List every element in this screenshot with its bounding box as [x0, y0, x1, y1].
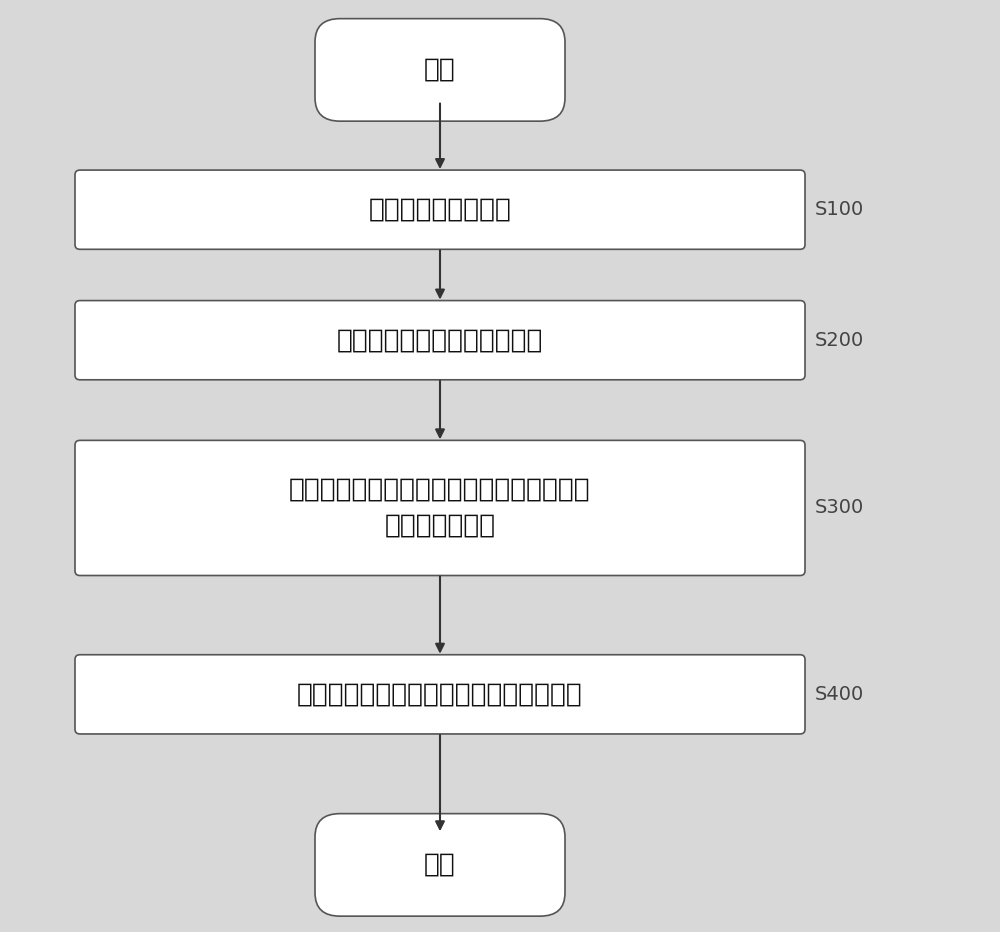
- FancyBboxPatch shape: [75, 300, 805, 380]
- FancyBboxPatch shape: [75, 440, 805, 575]
- Text: S100: S100: [815, 200, 864, 219]
- FancyBboxPatch shape: [315, 19, 565, 121]
- Text: 检测来自所捕获图像的斑缺陷: 检测来自所捕获图像的斑缺陷: [337, 327, 543, 353]
- Text: 通过分析产生的曲线来确定斑缺陷的种类: 通过分析产生的曲线来确定斑缺陷的种类: [297, 681, 583, 707]
- Text: 当检测到斑缺陷时，产生表示所捕获图像的
灰阶分布的曲线: 当检测到斑缺陷时，产生表示所捕获图像的 灰阶分布的曲线: [289, 477, 591, 539]
- Text: 捕获显示面板的图像: 捕获显示面板的图像: [369, 197, 511, 223]
- Text: S300: S300: [815, 499, 864, 517]
- Text: 结束: 结束: [424, 852, 456, 878]
- Text: S200: S200: [815, 331, 864, 350]
- FancyBboxPatch shape: [75, 170, 805, 249]
- Text: 开始: 开始: [424, 57, 456, 83]
- FancyBboxPatch shape: [75, 654, 805, 734]
- FancyBboxPatch shape: [315, 814, 565, 916]
- Text: S400: S400: [815, 685, 864, 704]
